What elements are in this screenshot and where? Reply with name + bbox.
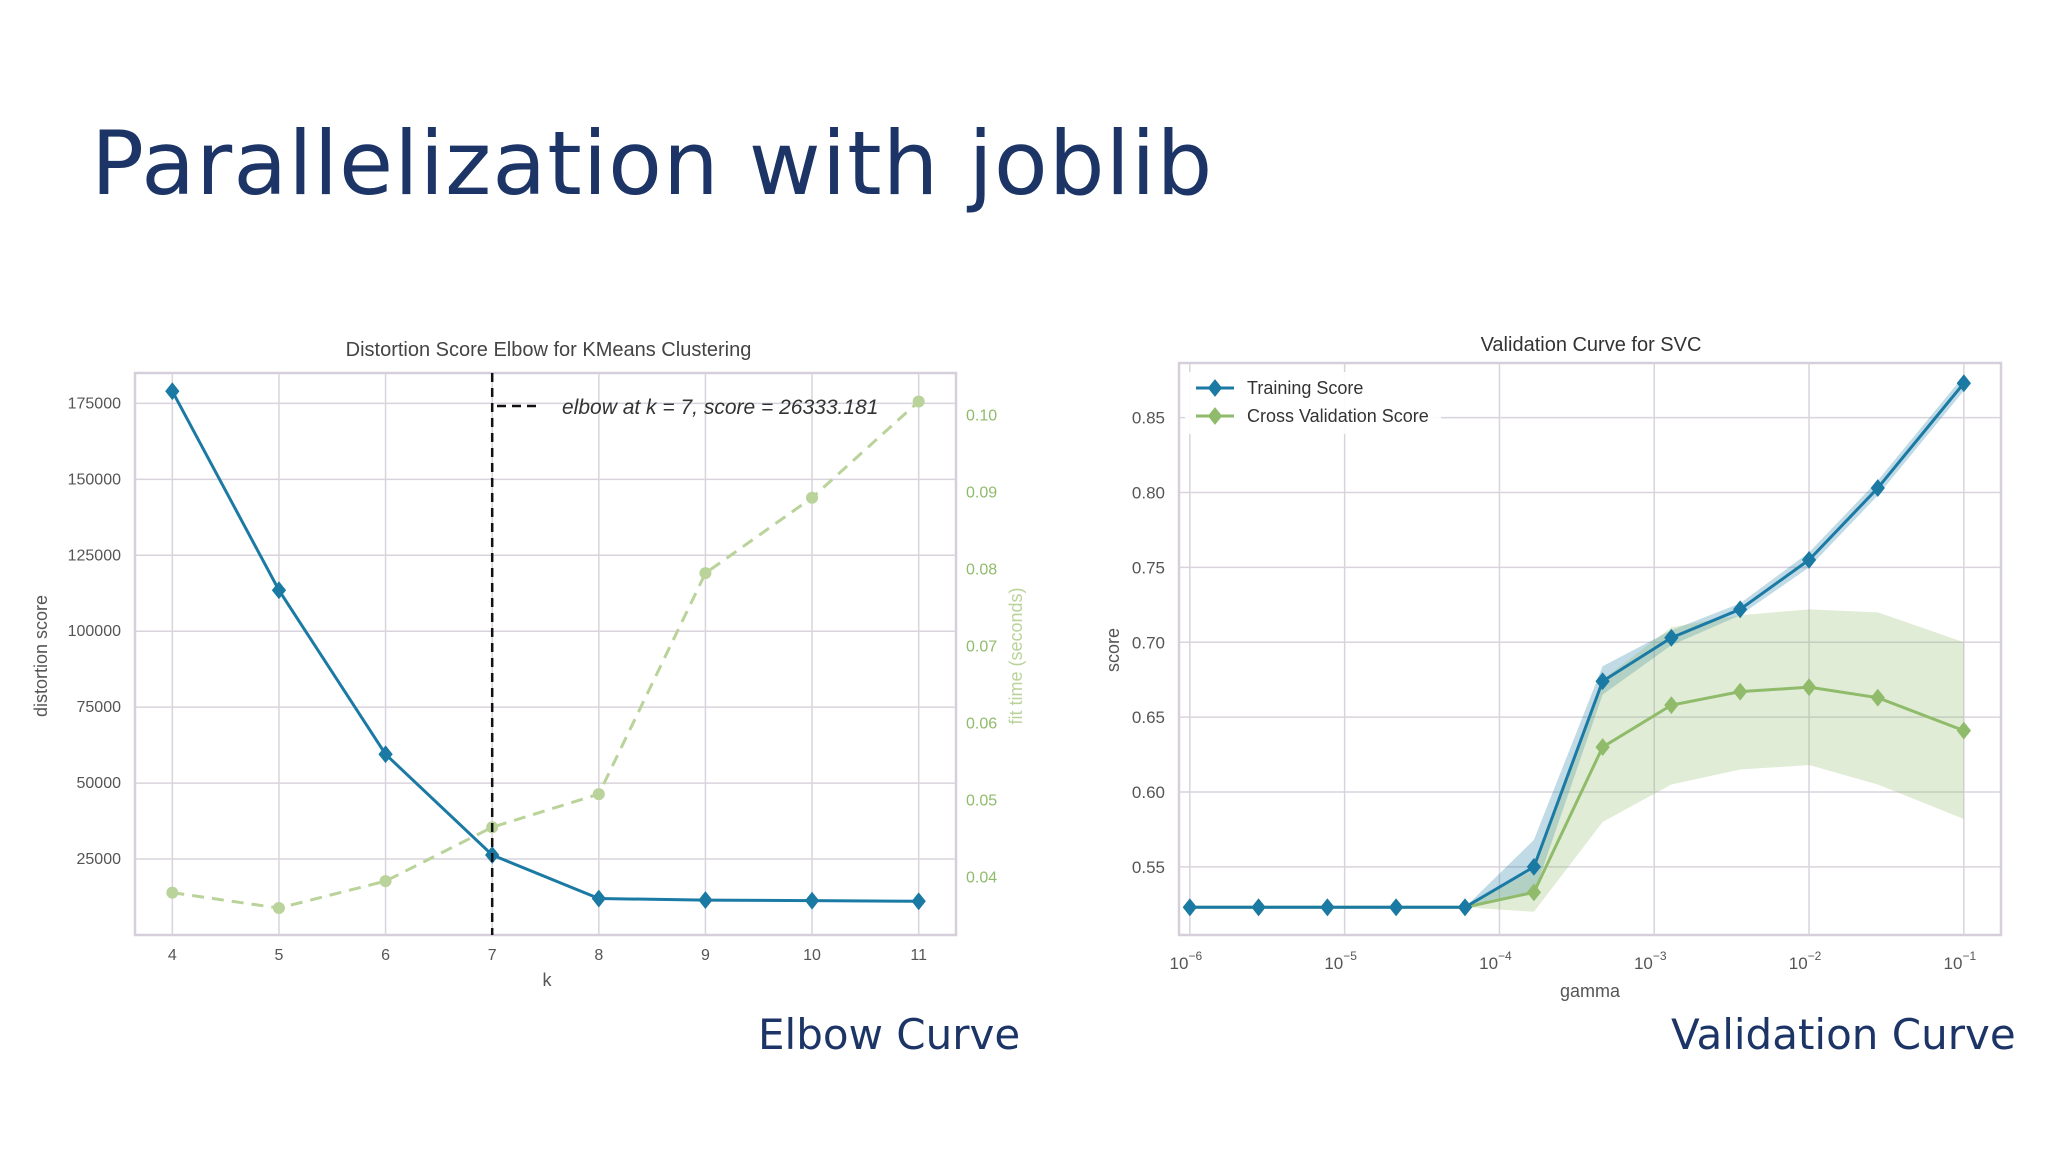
chart-title: Validation Curve for SVC: [1481, 334, 1702, 356]
chart-title: Distortion Score Elbow for KMeans Cluste…: [346, 339, 752, 361]
y2-tick-label: 0.06: [966, 715, 997, 732]
fit-time-point: [699, 567, 712, 580]
y-tick-label: 0.60: [1132, 783, 1165, 802]
x-tick-label: 9: [701, 947, 710, 964]
cross-validation-point: [1801, 678, 1817, 697]
elbow-annotation-label: elbow at k = 7, score = 26333.181: [562, 396, 878, 419]
y2-axis-label: fit time (seconds): [1006, 587, 1026, 724]
training-point: [1388, 898, 1404, 917]
x-tick-label: 10: [803, 947, 821, 964]
distortion-line: [170, 390, 919, 903]
cross-validation-point: [1956, 721, 1971, 740]
y-axis-label: distortion score: [31, 595, 51, 717]
y2-tick-label: 0.09: [966, 484, 997, 501]
y2-tick-label: 0.05: [966, 792, 997, 809]
x-tick-label: 5: [274, 947, 283, 964]
distortion-point: [271, 581, 287, 600]
training-point: [1595, 672, 1610, 691]
y-tick-label: 0.55: [1132, 858, 1165, 877]
legend-marker: [1207, 379, 1223, 397]
legend-marker: [1207, 407, 1223, 425]
distortion-point: [165, 382, 180, 401]
legend-label: Training Score: [1247, 378, 1363, 398]
y2-tick-label: 0.04: [966, 869, 997, 886]
training-point: [1457, 898, 1473, 917]
cross-validation-point: [1526, 883, 1542, 902]
x-tick-label: 4: [168, 947, 177, 964]
elbow-chart: Distortion Score Elbow for KMeans Cluste…: [31, 339, 1026, 990]
plot-frame: [1177, 361, 2003, 937]
distortion-point: [698, 891, 713, 909]
x-tick-label: 10−2: [1789, 949, 1822, 973]
validation-curve-caption: Validation Curve: [1671, 1010, 2016, 1059]
training-point: [1956, 374, 1971, 393]
y-tick-label: 150000: [68, 471, 121, 488]
distortion-point: [911, 892, 926, 911]
y-tick-label: 0.80: [1132, 484, 1165, 503]
y-tick-label: 0.85: [1132, 409, 1165, 428]
x-axis-label: gamma: [1560, 981, 1621, 1001]
cross-validation-point: [1595, 738, 1610, 757]
cross-validation-point: [1733, 682, 1748, 701]
training-point: [1251, 898, 1266, 917]
y-tick-label: 125000: [68, 547, 121, 564]
y2-tick-label: 0.07: [966, 638, 997, 655]
x-tick-label: 7: [488, 947, 497, 964]
fit-time-point: [272, 902, 285, 915]
x-tick-label: 6: [381, 947, 390, 964]
fit-time-point: [379, 875, 392, 888]
x-tick-label: 11: [910, 947, 927, 964]
y2-tick-label: 0.08: [966, 561, 997, 578]
y-axis-label: score: [1103, 628, 1123, 672]
y-tick-label: 175000: [68, 395, 121, 412]
slide-title: Parallelization with joblib: [91, 112, 1214, 215]
distortion-point: [591, 889, 606, 908]
x-tick-label: 10−6: [1170, 949, 1203, 973]
distortion-point: [378, 745, 393, 764]
legend: Training Score Cross Validation Score: [1185, 372, 1441, 434]
training-line: [1189, 382, 1966, 909]
fit-time-line: [172, 400, 920, 910]
x-axis-label: k: [543, 970, 553, 990]
x-tick-label: 10−3: [1634, 949, 1667, 973]
x-tick-label: 8: [594, 947, 603, 964]
training-point: [1733, 600, 1748, 619]
fit-time-point: [806, 491, 819, 504]
legend-label: Cross Validation Score: [1247, 406, 1429, 426]
legend-box: [1185, 372, 1441, 434]
y-tick-label: 75000: [77, 699, 122, 716]
fit-time-point: [912, 395, 925, 408]
cross-validation-band: [1189, 609, 1964, 912]
training-point: [1801, 550, 1817, 569]
training-point: [1664, 628, 1679, 647]
cross-validation-point: [1870, 688, 1885, 707]
training-point: [1320, 898, 1335, 917]
distortion-point: [804, 891, 820, 910]
fit-time-point: [592, 788, 605, 801]
plot-frame: [133, 371, 958, 937]
y-tick-label: 50000: [77, 775, 122, 792]
training-point: [1870, 479, 1885, 497]
x-tick-label: 10−1: [1944, 949, 1977, 973]
x-tick-label: 10−4: [1479, 949, 1512, 973]
y-tick-label: 100000: [68, 623, 121, 640]
fit-time-point: [166, 886, 179, 899]
y-tick-label: 0.70: [1132, 633, 1165, 652]
cross-validation-point: [1664, 696, 1679, 715]
x-tick-label: 10−5: [1324, 949, 1357, 973]
validation-chart: Validation Curve for SVC 10−6 10−5 10−4 10−3…: [1103, 334, 2003, 1001]
y-tick-label: 25000: [77, 851, 122, 868]
training-point: [1182, 898, 1197, 917]
y2-tick-label: 0.10: [966, 407, 997, 424]
y-tick-label: 0.65: [1132, 708, 1165, 727]
training-point: [1526, 857, 1542, 876]
y-tick-label: 0.75: [1132, 558, 1165, 577]
elbow-curve-caption: Elbow Curve: [758, 1010, 1021, 1059]
